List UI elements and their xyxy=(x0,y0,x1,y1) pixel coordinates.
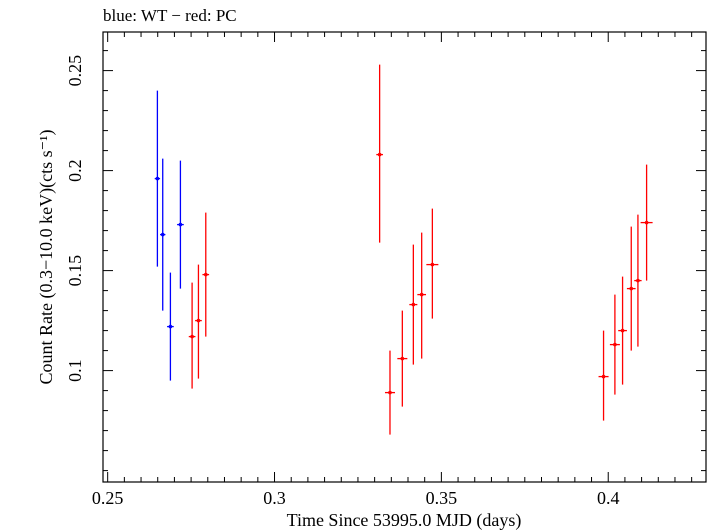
plot-frame xyxy=(102,31,707,483)
pc-data-point xyxy=(397,310,408,407)
pc-data-point xyxy=(417,232,427,359)
data-marker xyxy=(203,272,208,277)
data-marker xyxy=(196,318,201,323)
pc-data-point xyxy=(618,276,627,385)
y-tick-label: 0.25 xyxy=(65,55,85,87)
x-axis: 0.25 0.3 0.35 0.4 xyxy=(92,32,693,508)
pc-data-point xyxy=(409,244,418,365)
y-tick-label: 0.2 xyxy=(65,159,85,182)
pc-data-point xyxy=(202,212,210,337)
data-marker xyxy=(636,278,640,283)
data-marker xyxy=(377,152,382,157)
data-marker xyxy=(168,324,173,329)
pc-data-point xyxy=(640,164,653,281)
data-marker xyxy=(400,356,405,361)
pc-data-point xyxy=(384,350,395,435)
data-marker xyxy=(629,286,634,291)
pc-data-point xyxy=(609,294,620,395)
data-marker xyxy=(644,220,649,225)
y-tick-label: 0.1 xyxy=(65,359,85,382)
pc-data-point xyxy=(376,64,383,243)
data-marker xyxy=(160,232,165,237)
y-tick-label: 0.15 xyxy=(65,255,85,287)
x-tick-label: 0.25 xyxy=(92,488,124,508)
data-marker xyxy=(411,302,416,307)
pc-data-point xyxy=(626,226,636,351)
wt-data-point xyxy=(154,90,161,267)
data-marker xyxy=(620,328,625,333)
pc-data-point xyxy=(188,282,196,389)
data-marker xyxy=(601,374,606,379)
x-tick-label: 0.35 xyxy=(426,488,458,508)
y-axis: 0.1 0.15 0.2 0.25 xyxy=(65,50,706,472)
y-axis-label: Count Rate (0.3−10.0 keV)(cts s⁻¹) xyxy=(36,129,57,384)
pc-data-point xyxy=(598,330,609,421)
pc-data-point xyxy=(195,264,202,379)
data-marker xyxy=(430,262,435,267)
data-marker xyxy=(613,342,617,347)
x-axis-label: Time Since 53995.0 MJD (days) xyxy=(287,510,522,531)
pc-data-point xyxy=(634,214,642,347)
wt-data-point xyxy=(177,160,184,289)
data-marker xyxy=(190,334,194,339)
data-marker xyxy=(419,292,424,297)
x-tick-label: 0.4 xyxy=(597,488,620,508)
wt-data-point xyxy=(167,272,174,381)
data-marker xyxy=(388,390,392,395)
data-marker xyxy=(178,222,183,227)
wt-data-point xyxy=(160,158,166,311)
pc-data-point xyxy=(426,208,439,319)
chart-title: blue: WT − red: PC xyxy=(103,6,237,25)
data-points xyxy=(154,64,653,435)
data-marker xyxy=(155,176,160,181)
x-tick-label: 0.3 xyxy=(263,488,286,508)
